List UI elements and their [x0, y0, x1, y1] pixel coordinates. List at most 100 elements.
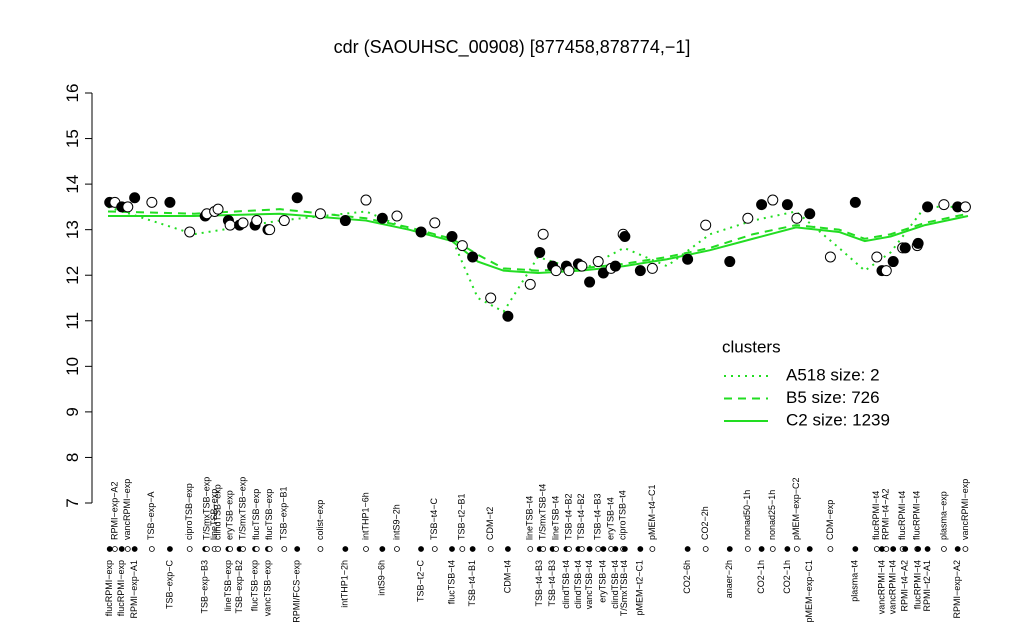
sample-label: RPMI−exp−A1 — [129, 560, 139, 619]
sample-point — [849, 196, 861, 208]
sample-point — [456, 240, 468, 252]
sample-point — [592, 256, 604, 268]
y-tick-label: 14 — [63, 175, 82, 194]
sample-label: TSB−exp−A — [146, 491, 156, 540]
sample-point — [871, 251, 883, 263]
rug-dot — [203, 546, 210, 552]
sample-point — [360, 194, 372, 206]
sample-point — [446, 231, 458, 242]
rug-dot — [504, 546, 511, 552]
sample-point — [922, 201, 934, 213]
sample-label: T/SmxTSB−exp — [237, 477, 247, 540]
sample-label: CO2−6h — [682, 560, 692, 594]
rug-dot — [431, 546, 438, 552]
rug-dot — [621, 546, 628, 552]
rug-dot — [941, 546, 947, 552]
sample-point — [887, 256, 899, 268]
sample-point — [619, 231, 631, 242]
sample-point — [646, 262, 658, 274]
sample-label: flucRPMI−exp — [116, 560, 126, 616]
sample-point — [534, 246, 546, 258]
sample-label: CO2−1h — [782, 560, 792, 594]
rug-dot — [131, 546, 138, 552]
sample-point — [122, 201, 134, 213]
sample-label: clindTSB−t4 — [610, 560, 620, 609]
sample-label: clindTSB−exp — [212, 484, 222, 540]
rug-dot — [317, 546, 324, 552]
y-tick-label: 11 — [63, 312, 82, 330]
rug-dot — [540, 546, 547, 552]
rug-dot — [852, 546, 859, 552]
sample-label: vancTSB−exp — [262, 560, 272, 616]
sample-label: pMEM−exp−C2 — [791, 477, 801, 540]
sample-label: clindTSB−t4 — [573, 560, 583, 609]
rug-dot — [883, 546, 890, 552]
y-tick-label: 10 — [63, 357, 82, 376]
sample-point — [524, 278, 536, 290]
sample-label: TSB−t4−B2 — [576, 493, 586, 540]
sample-point — [584, 276, 596, 288]
sample-label: plasma−t4 — [850, 560, 860, 602]
sample-label: CO2−1h — [756, 560, 766, 594]
sample-point — [376, 212, 388, 224]
sample-label: RPMI−t4−A2 — [900, 560, 910, 612]
sample-label: TSB−t4−B2 — [563, 493, 573, 540]
sample-point — [563, 265, 575, 277]
rug-dot — [637, 546, 644, 552]
sample-point — [314, 208, 326, 220]
rug-dot — [684, 546, 691, 552]
sample-point — [278, 215, 290, 227]
sample-point — [537, 228, 549, 240]
sample-label: nonad50−1h — [742, 490, 752, 540]
rug-dot — [962, 546, 969, 552]
sample-point — [164, 196, 176, 208]
sample-label: TSB−t4−B1 — [467, 560, 477, 607]
sample-label: lineTSB−exp — [223, 560, 233, 611]
rug-dot — [527, 546, 534, 552]
rug-dot — [111, 546, 118, 552]
rug-dot — [612, 546, 619, 552]
sample-label: CDM−exp — [825, 500, 835, 540]
rug-dot — [167, 546, 173, 552]
sample-label: eryTSB−t4 — [598, 560, 608, 603]
sample-label: flucRPMI−t4 — [912, 560, 922, 609]
y-tick-label: 9 — [63, 407, 82, 416]
rug-dot — [363, 546, 369, 552]
sample-point — [938, 199, 950, 211]
rug-dot — [469, 546, 476, 552]
rug-dot — [578, 546, 585, 552]
rug-dot — [253, 546, 260, 552]
sample-label: TSB−t2−C — [415, 560, 425, 603]
rug-dot — [294, 546, 301, 552]
sample-label: vancRPMI−t4 — [876, 560, 886, 614]
sample-label: intTHP1−2h — [340, 560, 350, 608]
sample-label: colist−exp — [315, 500, 325, 540]
sample-label: TSB−exp−C — [164, 560, 174, 610]
y-tick-label: 16 — [63, 84, 82, 103]
sample-label: TSB−t4−B3 — [534, 560, 544, 607]
sample-label: plasma−exp — [938, 491, 948, 540]
sample-point — [804, 208, 816, 220]
rug-dot — [186, 546, 193, 552]
sample-point — [781, 199, 793, 211]
rug-dot — [586, 546, 593, 552]
rug-dot — [827, 546, 834, 552]
sample-label: TSB−t4−C — [429, 497, 439, 540]
sample-point — [146, 196, 158, 208]
sample-point — [791, 212, 803, 224]
sample-point — [767, 194, 779, 206]
rug-dot — [744, 546, 751, 552]
sample-point — [609, 260, 621, 272]
y-tick-label: 7 — [63, 498, 82, 507]
sample-label: ciproTSB−t4 — [618, 490, 628, 540]
sample-label: flucRPMI−t4 — [912, 491, 922, 540]
sample-point — [467, 251, 479, 263]
sample-label: RPMI/FCS−exp — [292, 560, 302, 623]
sample-label: clindTSB−t4 — [561, 560, 571, 609]
sample-point — [899, 242, 911, 254]
y-tick-label: 12 — [63, 266, 82, 285]
legend-label: C2 size: 1239 — [786, 410, 890, 429]
rug-dot — [954, 546, 961, 552]
rug-dot — [124, 546, 131, 552]
